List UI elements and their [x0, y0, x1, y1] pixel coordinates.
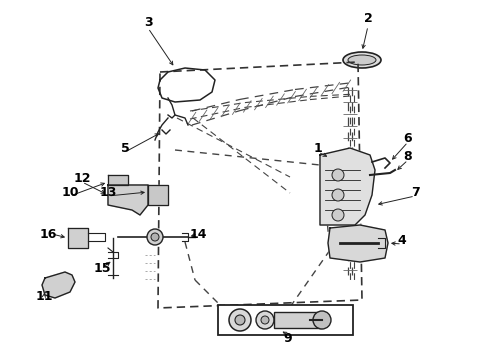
Circle shape	[256, 311, 274, 329]
Circle shape	[332, 169, 344, 181]
Text: 9: 9	[284, 332, 293, 345]
Text: 2: 2	[364, 12, 372, 24]
Polygon shape	[68, 228, 88, 248]
Bar	[274, 312, 322, 328]
Text: 10: 10	[61, 185, 79, 198]
Ellipse shape	[343, 52, 381, 68]
Text: 6: 6	[404, 131, 412, 144]
Ellipse shape	[348, 55, 376, 65]
Text: 1: 1	[314, 141, 322, 154]
Text: 8: 8	[404, 149, 412, 162]
Circle shape	[147, 229, 163, 245]
Text: 11: 11	[35, 289, 53, 302]
Circle shape	[313, 311, 331, 329]
Bar	[218, 305, 353, 335]
Text: 5: 5	[121, 141, 129, 154]
Text: 15: 15	[93, 261, 111, 274]
Circle shape	[332, 209, 344, 221]
Circle shape	[151, 233, 159, 241]
Text: 13: 13	[99, 185, 117, 198]
Circle shape	[229, 309, 251, 331]
Polygon shape	[108, 175, 128, 185]
Text: 16: 16	[39, 228, 57, 240]
Circle shape	[332, 189, 344, 201]
Polygon shape	[328, 225, 388, 262]
Polygon shape	[320, 148, 375, 225]
Polygon shape	[148, 185, 168, 205]
Polygon shape	[108, 185, 148, 215]
Text: 14: 14	[189, 228, 207, 240]
Text: 4: 4	[397, 234, 406, 247]
Polygon shape	[42, 272, 75, 298]
Circle shape	[235, 315, 245, 325]
Circle shape	[261, 316, 269, 324]
Text: 12: 12	[73, 171, 91, 185]
Text: 3: 3	[144, 15, 152, 28]
Text: 7: 7	[411, 185, 419, 198]
